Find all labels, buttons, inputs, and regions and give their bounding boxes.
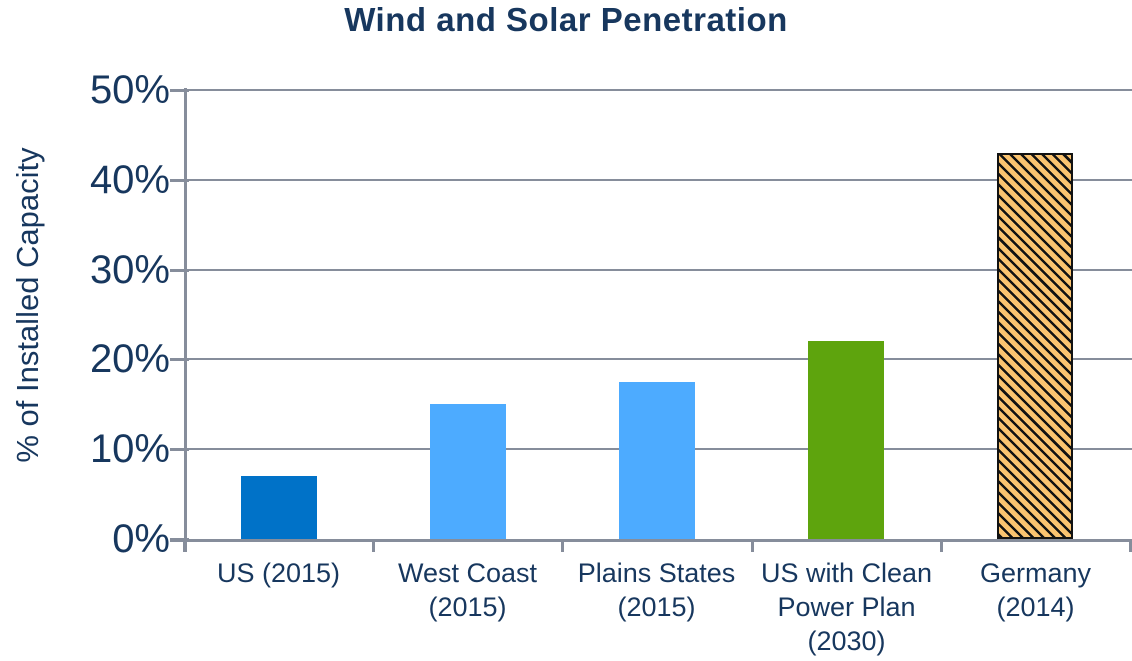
bar-1 [241, 476, 317, 539]
bar-4 [808, 341, 884, 539]
y-tick-label: 40% [89, 157, 170, 202]
x-tick-mark [561, 539, 565, 552]
y-tick-mark [170, 268, 189, 272]
bar-3 [619, 382, 695, 539]
x-axis-line [170, 539, 1132, 542]
x-tick-mark [1129, 539, 1132, 552]
y-tick-label: 50% [89, 68, 170, 112]
x-category-label: Plains States (2015) [577, 558, 736, 622]
gridline [184, 178, 1132, 181]
chart-title: Wind and Solar Penetration [344, 1, 788, 38]
y-tick-mark [170, 448, 189, 452]
x-tick-mark [372, 539, 376, 552]
y-tick-mark [170, 358, 189, 362]
gridline [184, 268, 1132, 271]
x-category-label: Germany (2014) [979, 558, 1092, 622]
y-tick-label: 0% [112, 517, 170, 561]
x-category-label: West Coast (2015) [397, 558, 538, 622]
gridline [184, 358, 1132, 361]
x-category-label: US with Clean Power Plan (2030) [760, 558, 933, 656]
y-axis-line [184, 88, 187, 552]
bar-2 [430, 404, 506, 539]
gridline [184, 89, 1132, 91]
x-tick-mark [750, 539, 754, 552]
x-category-label: US (2015) [216, 558, 341, 588]
y-tick-label: 30% [89, 247, 170, 292]
y-tick-mark [170, 178, 189, 182]
x-tick-mark [939, 539, 943, 552]
bar-5 [997, 153, 1073, 539]
y-tick-label: 10% [89, 427, 170, 472]
y-tick-label: 20% [89, 337, 170, 382]
y-tick-mark [170, 89, 189, 92]
